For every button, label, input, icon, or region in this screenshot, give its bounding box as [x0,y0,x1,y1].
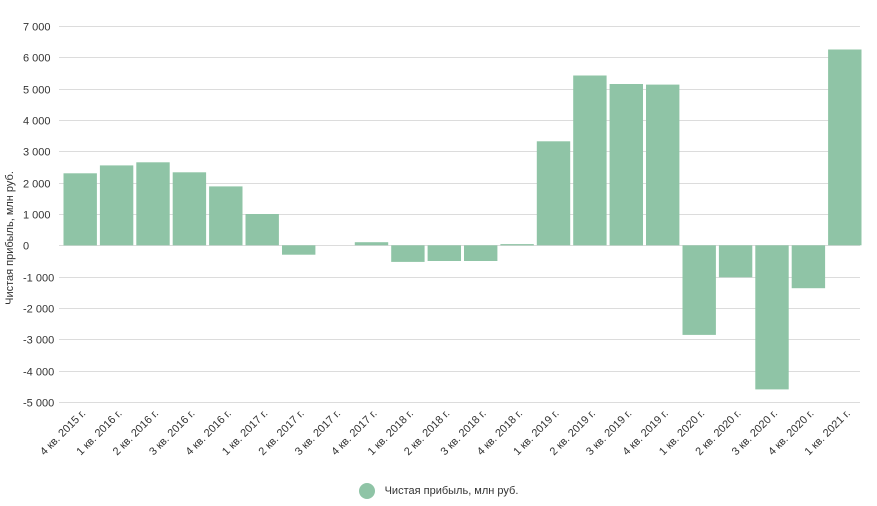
bar[interactable] [136,162,170,246]
legend-label: Чистая прибыль, млн руб. [384,485,519,497]
y-tick-label: -5 000 [23,398,54,410]
y-tick-label: 1 000 [23,210,51,222]
y-tick-label: 7 000 [23,22,51,34]
y-tick-label: 2 000 [23,179,51,191]
bar[interactable] [828,49,862,246]
bar[interactable] [609,84,643,246]
y-tick-label: 4 000 [23,116,51,128]
bar[interactable] [282,245,316,255]
bar[interactable] [646,84,680,246]
bar[interactable] [500,244,534,246]
bar[interactable] [172,172,207,246]
y-tick-label: -3 000 [23,335,54,347]
bar[interactable] [755,245,789,390]
bar[interactable] [63,173,97,246]
bar[interactable] [427,245,461,261]
y-tick-label: -4 000 [23,367,54,379]
y-tick-label: -1 000 [23,273,54,285]
legend-swatch-icon [358,483,375,499]
bar[interactable] [791,245,826,289]
y-tick-label: -2 000 [23,304,54,316]
y-axis-ticks: 7 000 6 000 5 000 4 000 3 000 2 000 1 000 0 -1 0… [23,22,54,410]
legend: Чистая прибыль, млн руб. [0,481,877,501]
bar[interactable] [464,245,498,261]
bar[interactable] [354,242,389,246]
y-tick-label: 6 000 [23,53,51,65]
bar[interactable] [718,245,753,278]
bar[interactable] [536,141,571,246]
y-tick-label: 3 000 [23,147,51,159]
bar[interactable] [682,245,716,335]
legend-item[interactable]: Чистая прибыль, млн руб. [358,483,519,499]
bar[interactable] [99,165,134,246]
bar[interactable] [245,214,279,246]
bars [63,49,862,390]
y-axis-label: Чистая прибыль, млн руб. [4,171,16,305]
bar[interactable] [573,75,607,246]
bar[interactable] [391,245,425,262]
bar[interactable] [209,186,243,246]
y-tick-label: 0 [23,241,29,253]
bar-chart: 7 000 6 000 5 000 4 000 3 000 2 000 1 000 0 -1 0… [4,22,862,458]
x-axis-ticks: 4 кв. 2015 г.1 кв. 2016 г.2 кв. 2016 г.3… [38,408,853,458]
y-tick-label: 5 000 [23,85,51,97]
